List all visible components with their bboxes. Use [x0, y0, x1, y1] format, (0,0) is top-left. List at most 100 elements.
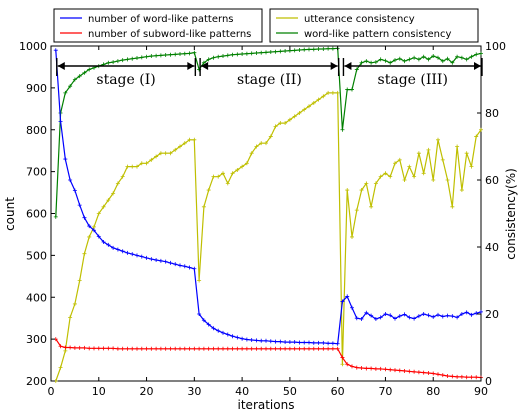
point-number-of-subword-like-patterns-39	[235, 346, 240, 351]
point-number-of-word-like-patterns-68	[373, 317, 378, 322]
point-word-like-pattern-consistency-68	[373, 60, 378, 65]
point-number-of-word-like-patterns-45	[264, 338, 268, 343]
x-tick-label-70: 70	[378, 385, 392, 398]
point-number-of-word-like-patterns-21	[149, 257, 154, 262]
y-right-tick-label-100: 100	[485, 40, 506, 53]
y-left-tick-label-400: 400	[26, 291, 47, 304]
point-word-like-pattern-consistency-12	[106, 60, 111, 65]
point-number-of-subword-like-patterns-64	[354, 365, 359, 370]
point-number-of-word-like-patterns-18	[135, 253, 139, 258]
point-utterance-consistency-16	[125, 164, 130, 169]
point-number-of-word-like-patterns-86	[459, 312, 464, 316]
point-number-of-word-like-patterns-16	[125, 250, 130, 255]
point-number-of-word-like-patterns-9	[92, 228, 96, 233]
point-number-of-word-like-patterns-51	[292, 340, 297, 345]
point-utterance-consistency-80	[431, 178, 436, 182]
point-number-of-word-like-patterns-64	[354, 316, 359, 321]
point-word-like-pattern-consistency-59	[330, 46, 335, 51]
point-word-like-pattern-consistency-71	[388, 60, 393, 65]
point-number-of-subword-like-patterns-55	[311, 346, 316, 351]
point-number-of-word-like-patterns-71	[388, 313, 393, 318]
point-word-like-pattern-consistency-57	[321, 47, 326, 52]
point-number-of-word-like-patterns-90	[479, 309, 483, 314]
point-number-of-subword-like-patterns-13	[111, 346, 116, 351]
point-number-of-subword-like-patterns-80	[431, 371, 436, 376]
point-word-like-pattern-consistency-78	[421, 54, 426, 59]
point-word-like-pattern-consistency-87	[464, 57, 469, 62]
point-word-like-pattern-consistency-37	[225, 53, 230, 58]
legend-label-word-consistency: word-like pattern consistency	[304, 29, 451, 40]
point-number-of-word-like-patterns-35	[216, 328, 221, 333]
point-word-like-pattern-consistency-7	[82, 70, 87, 75]
point-number-of-subword-like-patterns-4	[68, 345, 73, 350]
point-word-like-pattern-consistency-80	[431, 54, 436, 59]
point-utterance-consistency-83	[445, 178, 450, 182]
legend-label-word-like: number of word-like patterns	[88, 14, 234, 25]
point-word-like-pattern-consistency-14	[115, 59, 120, 64]
legend-left-box	[53, 8, 263, 43]
point-utterance-consistency-54	[307, 104, 311, 109]
point-utterance-consistency-14	[115, 181, 120, 186]
series-number-of-subword-like-patterns	[53, 337, 483, 380]
y-right-tick-label-80: 80	[485, 107, 499, 120]
point-number-of-subword-like-patterns-40	[240, 346, 245, 351]
point-number-of-subword-like-patterns-34	[211, 346, 216, 351]
axis-tick-marks	[50, 45, 482, 382]
point-word-like-pattern-consistency-76	[412, 55, 417, 60]
point-number-of-subword-like-patterns-76	[412, 369, 417, 374]
point-number-of-word-like-patterns-28	[182, 264, 187, 269]
y-right-tick-label-60: 60	[485, 174, 499, 187]
point-utterance-consistency-63	[350, 234, 354, 239]
point-word-like-pattern-consistency-38	[230, 52, 235, 57]
point-utterance-consistency-57	[321, 94, 326, 99]
point-number-of-word-like-patterns-56	[316, 340, 321, 345]
point-number-of-subword-like-patterns-67	[369, 366, 374, 371]
point-utterance-consistency-59	[330, 90, 335, 95]
y-left-tick-label-500: 500	[26, 249, 47, 262]
point-number-of-subword-like-patterns-35	[216, 346, 221, 351]
point-number-of-word-like-patterns-43	[254, 338, 259, 343]
point-number-of-word-like-patterns-72	[393, 316, 397, 321]
point-utterance-consistency-21	[149, 157, 154, 162]
point-number-of-word-like-patterns-82	[440, 314, 445, 319]
point-word-like-pattern-consistency-65	[359, 60, 364, 65]
point-utterance-consistency-4	[68, 315, 73, 320]
point-number-of-word-like-patterns-89	[474, 311, 479, 316]
point-utterance-consistency-72	[393, 161, 397, 166]
point-word-like-pattern-consistency-84	[450, 60, 455, 65]
point-number-of-word-like-patterns-11	[101, 239, 106, 244]
point-utterance-consistency-37	[225, 181, 230, 186]
point-number-of-subword-like-patterns-81	[436, 372, 440, 377]
point-number-of-word-like-patterns-53	[302, 340, 307, 345]
point-number-of-word-like-patterns-74	[402, 312, 407, 317]
point-word-like-pattern-consistency-79	[426, 57, 431, 62]
point-word-like-pattern-consistency-15	[120, 58, 125, 63]
point-word-like-pattern-consistency-4	[68, 84, 73, 89]
point-number-of-subword-like-patterns-8	[87, 346, 92, 351]
point-word-like-pattern-consistency-64	[354, 67, 359, 72]
legend-right: utterance consistency word-like pattern …	[269, 8, 479, 43]
point-word-like-pattern-consistency-55	[311, 47, 316, 52]
point-number-of-subword-like-patterns-48	[278, 346, 283, 351]
point-utterance-consistency-40	[240, 164, 245, 169]
point-word-like-pattern-consistency-17	[130, 56, 135, 61]
point-number-of-word-like-patterns-59	[330, 341, 335, 346]
point-utterance-consistency-26	[173, 147, 178, 152]
plot-area	[50, 45, 482, 382]
stage-1-arrowhead-left	[57, 62, 65, 70]
point-number-of-word-like-patterns-70	[383, 312, 388, 316]
x-tick-label-50: 50	[283, 385, 297, 398]
point-number-of-word-like-patterns-24	[163, 259, 168, 264]
point-word-like-pattern-consistency-5	[72, 77, 77, 82]
point-utterance-consistency-34	[211, 174, 216, 179]
stage-3: stage (III)	[342, 58, 483, 88]
point-number-of-word-like-patterns-58	[326, 341, 331, 346]
point-number-of-subword-like-patterns-31	[197, 346, 202, 351]
point-utterance-consistency-89	[474, 134, 479, 139]
point-number-of-subword-like-patterns-45	[264, 346, 268, 351]
point-number-of-word-like-patterns-38	[230, 334, 235, 339]
point-utterance-consistency-84	[450, 204, 455, 209]
y-left-tick-label-900: 900	[26, 82, 47, 95]
stage-layer: stage (I) stage (II) stage (III)	[56, 58, 483, 88]
point-word-like-pattern-consistency-20	[144, 54, 149, 59]
